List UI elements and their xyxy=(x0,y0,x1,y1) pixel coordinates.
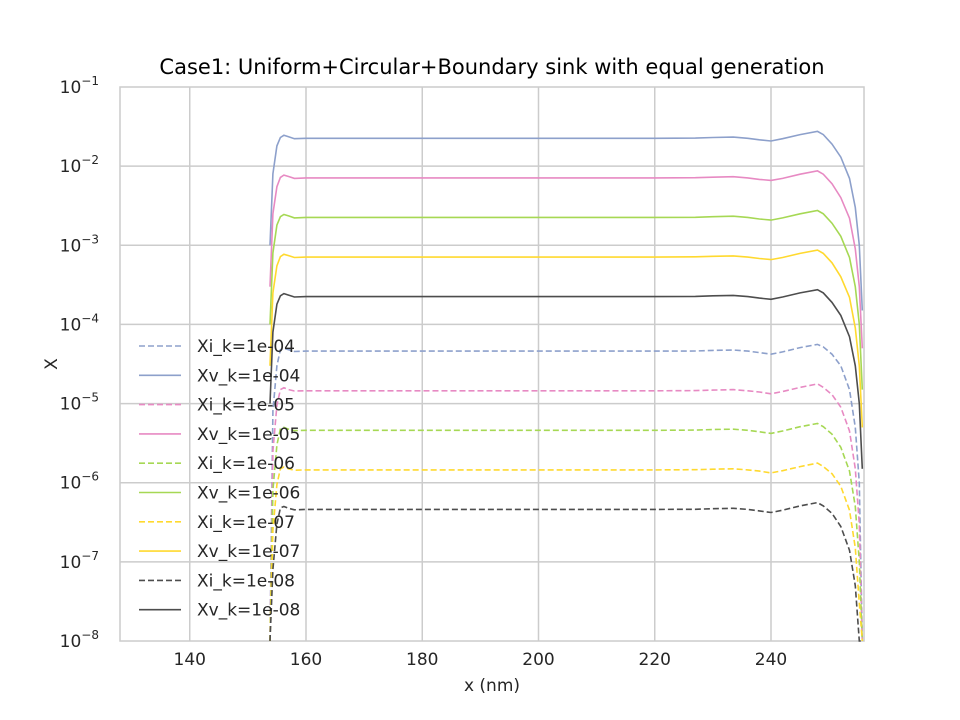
y-tick-label: 10−2 xyxy=(60,153,99,177)
series-line-xi-k-1e-05 xyxy=(269,383,864,642)
series-line-xv-k-1e-06 xyxy=(269,209,864,390)
legend-label-xi-k-1e-05: Xi_k=1e-05 xyxy=(197,396,295,416)
y-tick-label: 10−6 xyxy=(60,470,99,494)
series-line-xi-k-1e-08 xyxy=(269,501,863,642)
series-layer xyxy=(269,130,864,642)
series-line-xv-k-1e-05 xyxy=(269,170,864,349)
chart-title: Case1: Uniform+Circular+Boundary sink wi… xyxy=(159,55,824,79)
x-axis: 140 160 180 200 220 240 xyxy=(174,650,788,670)
legend-label-xv-k-1e-05: Xv_k=1e-05 xyxy=(197,425,300,445)
series-line-xv-k-1e-07 xyxy=(269,249,864,428)
series-line-xv-k-1e-08 xyxy=(269,288,864,469)
grid xyxy=(120,87,864,641)
legend-label-xi-k-1e-08: Xi_k=1e-08 xyxy=(197,571,295,591)
legend: Xi_k=1e-04 Xv_k=1e-04 Xi_k=1e-05 Xv_k=1e-05… xyxy=(139,337,300,621)
x-axis-label: x (nm) xyxy=(464,676,520,696)
x-tick-label: 180 xyxy=(406,650,438,670)
y-tick-label: 10−1 xyxy=(60,74,99,98)
y-axis-label: X xyxy=(42,358,62,370)
legend-label-xi-k-1e-04: Xi_k=1e-04 xyxy=(197,337,295,357)
x-tick-label: 160 xyxy=(290,650,322,670)
x-tick-label: 220 xyxy=(639,650,671,670)
legend-label-xv-k-1e-04: Xv_k=1e-04 xyxy=(197,366,300,386)
y-tick-label: 10−5 xyxy=(60,391,99,415)
y-tick-label: 10−3 xyxy=(60,232,99,256)
x-tick-label: 240 xyxy=(755,650,787,670)
legend-label-xv-k-1e-06: Xv_k=1e-06 xyxy=(197,484,300,504)
legend-label-xv-k-1e-08: Xv_k=1e-08 xyxy=(197,601,300,621)
plot-area xyxy=(119,86,865,642)
legend-label-xi-k-1e-07: Xi_k=1e-07 xyxy=(197,513,295,533)
y-tick-label: 10−7 xyxy=(60,549,99,573)
x-tick-label: 200 xyxy=(522,650,554,670)
y-tick-label: 10−4 xyxy=(60,311,99,335)
series-line-xi-k-1e-07 xyxy=(269,462,864,642)
y-axis: 10−8 10−7 10−6 10−5 10−4 10−3 10−2 10−1 xyxy=(60,74,99,652)
legend-label-xi-k-1e-06: Xi_k=1e-06 xyxy=(197,454,295,474)
series-line-xi-k-1e-04 xyxy=(269,343,864,642)
x-tick-label: 140 xyxy=(174,650,206,670)
series-line-xi-k-1e-06 xyxy=(269,422,864,642)
legend-label-xv-k-1e-07: Xv_k=1e-07 xyxy=(197,542,300,562)
y-tick-label: 10−8 xyxy=(60,628,99,652)
series-line-xv-k-1e-04 xyxy=(269,130,864,311)
